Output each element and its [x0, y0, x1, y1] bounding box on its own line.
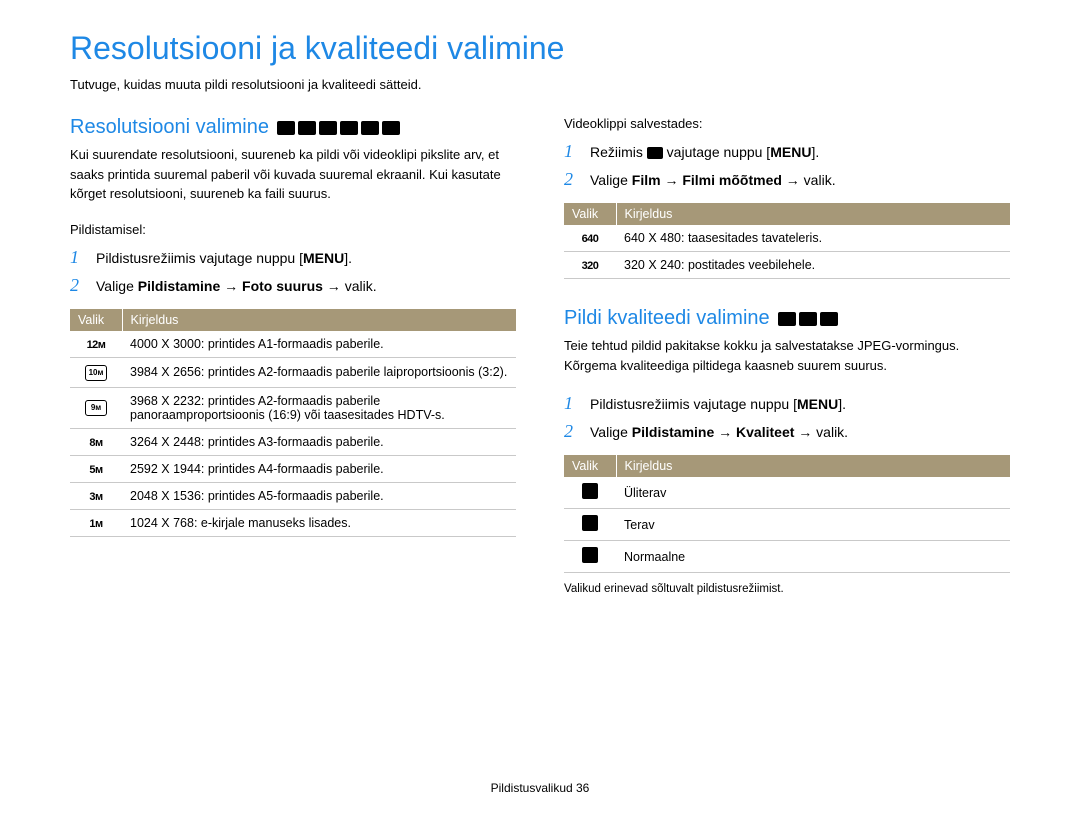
mode-icons-group — [778, 312, 838, 326]
size-640-icon: 640 — [582, 233, 599, 245]
step-number: 2 — [70, 275, 84, 296]
mode-dual-icon — [319, 121, 337, 135]
menu-key: MENU — [303, 250, 344, 266]
step-number: 1 — [564, 141, 578, 162]
video-steps: 1 Režiimis vajutage nuppu [MENU]. 2 Vali… — [564, 141, 1010, 191]
mode-icons-group — [277, 121, 400, 135]
step-number: 2 — [564, 421, 578, 442]
quality-superfine-icon — [582, 483, 598, 499]
table-header-valik: Valik — [564, 203, 616, 225]
quality-section-title: Pildi kvaliteedi valimine — [564, 307, 1010, 330]
table-header-valik: Valik — [70, 309, 122, 331]
table-row: 10ᴍ3984 X 2656: printides A2-formaadis p… — [70, 357, 516, 387]
step-text: Valige Pildistamine → Foto suurus → vali… — [96, 276, 516, 297]
right-column: Videoklippi salvestades: 1 Režiimis vaju… — [564, 116, 1010, 623]
quality-body: Teie tehtud pildid pakitakse kokku ja sa… — [564, 336, 1010, 375]
step-number: 1 — [564, 393, 578, 414]
table-header-valik: Valik — [564, 455, 616, 477]
step-text: Valige Film → Filmi mõõtmed → valik. — [590, 170, 1010, 191]
table-header-kirjeldus: Kirjeldus — [616, 203, 1010, 225]
video-context-label: Videoklippi salvestades: — [564, 116, 1010, 131]
mode-smart-icon-2 — [382, 121, 400, 135]
photo-steps: 1 Pildistusrežiimis vajutage nuppu [MENU… — [70, 247, 516, 297]
page-footer: Pildistusvalikud 36 — [0, 781, 1080, 795]
step-number: 2 — [564, 169, 578, 190]
table-row: 8ᴍ3264 X 2448: printides A3-formaadis pa… — [70, 428, 516, 455]
two-column-layout: Resolutsiooni valimine Kui suurendate re… — [70, 116, 1010, 623]
page-intro: Tutvuge, kuidas muuta pildi resolutsioon… — [70, 77, 1010, 92]
size-320-icon: 320 — [582, 260, 599, 272]
size-10m-wide-icon: 10ᴍ — [85, 365, 107, 381]
mode-scene-icon — [820, 312, 838, 326]
table-row: 5ᴍ2592 X 1944: printides A4-formaadis pa… — [70, 455, 516, 482]
table-row: 320320 X 240: postitades veebilehele. — [564, 252, 1010, 279]
video-mode-icon — [647, 147, 663, 159]
resolution-title-text: Resolutsiooni valimine — [70, 116, 269, 139]
quality-title-text: Pildi kvaliteedi valimine — [564, 307, 770, 330]
quality-table: Valik Kirjeldus Üliterav Terav Normaalne — [564, 455, 1010, 573]
table-row: 9ᴍ3968 X 2232: printides A2-formaadis pa… — [70, 387, 516, 428]
mode-dual-icon — [799, 312, 817, 326]
step-text: Valige Pildistamine → Kvaliteet → valik. — [590, 422, 1010, 443]
menu-key: MENU — [797, 396, 838, 412]
quality-step-2: 2 Valige Pildistamine → Kvaliteet → vali… — [564, 421, 1010, 443]
table-row: 640640 X 480: taasesitades tavateleris. — [564, 225, 1010, 252]
quality-steps: 1 Pildistusrežiimis vajutage nuppu [MENU… — [564, 393, 1010, 443]
table-row: Normaalne — [564, 541, 1010, 573]
table-header-kirjeldus: Kirjeldus — [122, 309, 516, 331]
quality-step-1: 1 Pildistusrežiimis vajutage nuppu [MENU… — [564, 393, 1010, 415]
mode-video-icon — [361, 121, 379, 135]
mode-p-icon — [778, 312, 796, 326]
step-number: 1 — [70, 247, 84, 268]
resolution-section-title: Resolutsiooni valimine — [70, 116, 516, 139]
step-text: Pildistusrežiimis vajutage nuppu [MENU]. — [96, 248, 516, 269]
page-title: Resolutsiooni ja kvaliteedi valimine — [70, 30, 1010, 67]
table-row: 12ᴍ4000 X 3000: printides A1-formaadis p… — [70, 331, 516, 358]
left-column: Resolutsiooni valimine Kui suurendate re… — [70, 116, 516, 623]
size-1m-icon: 1ᴍ — [89, 518, 102, 530]
table-row: 1ᴍ1024 X 768: e-kirjale manuseks lisades… — [70, 509, 516, 536]
step-text: Režiimis vajutage nuppu [MENU]. — [590, 142, 1010, 163]
size-8m-icon: 8ᴍ — [89, 437, 102, 449]
size-12m-icon: 12ᴍ — [87, 339, 106, 351]
capture-context-label: Pildistamisel: — [70, 222, 516, 237]
video-step-1: 1 Režiimis vajutage nuppu [MENU]. — [564, 141, 1010, 163]
quality-fine-icon — [582, 515, 598, 531]
menu-key: MENU — [770, 144, 811, 160]
table-header-kirjeldus: Kirjeldus — [616, 455, 1010, 477]
size-3m-icon: 3ᴍ — [89, 491, 102, 503]
photo-resolution-table: Valik Kirjeldus 12ᴍ4000 X 3000: printide… — [70, 309, 516, 537]
mode-smart-icon — [277, 121, 295, 135]
photo-step-1: 1 Pildistusrežiimis vajutage nuppu [MENU… — [70, 247, 516, 269]
quality-normal-icon — [582, 547, 598, 563]
table-row: Terav — [564, 509, 1010, 541]
mode-p-icon — [298, 121, 316, 135]
photo-step-2: 2 Valige Pildistamine → Foto suurus → va… — [70, 275, 516, 297]
resolution-body: Kui suurendate resolutsiooni, suureneb k… — [70, 145, 516, 204]
table-row: 3ᴍ2048 X 1536: printides A5-formaadis pa… — [70, 482, 516, 509]
table-row: Üliterav — [564, 477, 1010, 509]
quality-footnote: Valikud erinevad sõltuvalt pildistusreži… — [564, 583, 1010, 595]
size-5m-icon: 5ᴍ — [89, 464, 102, 476]
mode-scene-icon — [340, 121, 358, 135]
step-text: Pildistusrežiimis vajutage nuppu [MENU]. — [590, 394, 1010, 415]
size-9m-wide-icon: 9ᴍ — [85, 400, 107, 416]
video-resolution-table: Valik Kirjeldus 640640 X 480: taasesitad… — [564, 203, 1010, 279]
video-step-2: 2 Valige Film → Filmi mõõtmed → valik. — [564, 169, 1010, 191]
